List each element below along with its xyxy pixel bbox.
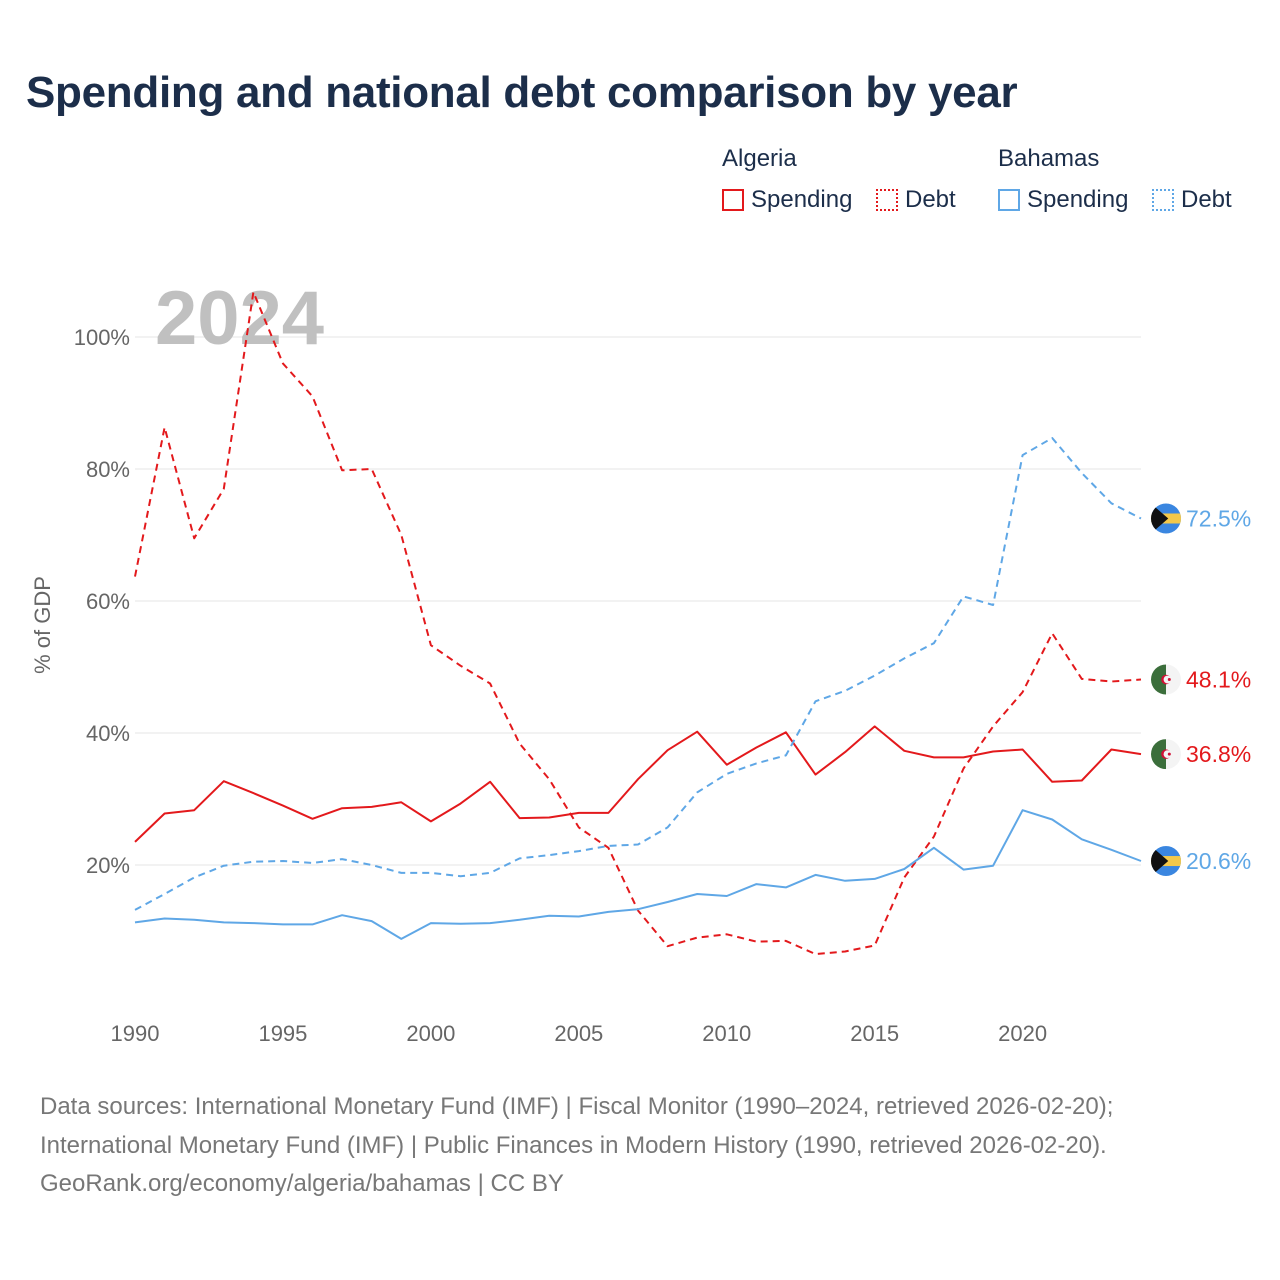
- x-tick-label: 2005: [554, 1021, 603, 1046]
- flag-body: [1151, 664, 1181, 695]
- x-tick-label: 2010: [702, 1021, 751, 1046]
- y-axis-title: % of GDP: [30, 576, 55, 674]
- algeria-flag-icon: [1151, 664, 1181, 695]
- footer: Data sources: International Monetary Fun…: [40, 1088, 1113, 1204]
- x-tick-label: 1990: [111, 1021, 160, 1046]
- solid-line-swatch-icon: [998, 189, 1020, 211]
- bahamas-flag-icon: [1151, 846, 1181, 877]
- legend-algeria-debt-label: Debt: [905, 186, 956, 213]
- y-tick-label: 60%: [86, 589, 130, 614]
- flag-body: [1151, 503, 1181, 534]
- end-label-bahamas-debt: 72.5%: [1186, 506, 1251, 532]
- year-watermark: 2024: [155, 276, 324, 361]
- y-tick-label: 100%: [74, 325, 130, 350]
- algeria-flag-icon: [1151, 739, 1181, 770]
- dotted-line-swatch-icon: [876, 189, 898, 211]
- flag-white-half: [1166, 664, 1181, 695]
- flag-star: [1167, 752, 1171, 756]
- chart-title: Spending and national debt comparison by…: [26, 68, 1018, 117]
- legend-bahamas-spending-label: Spending: [1027, 186, 1129, 213]
- legend-bahamas-title: Bahamas: [998, 145, 1100, 172]
- legend-bahamas-debt[interactable]: Debt: [1152, 186, 1232, 214]
- legend-algeria-debt[interactable]: Debt: [876, 186, 956, 214]
- flag-star: [1167, 678, 1171, 682]
- flag-crescent-cut: [1163, 675, 1172, 684]
- solid-line-swatch-icon: [722, 189, 744, 211]
- flag-green-half: [1151, 664, 1166, 695]
- legend-bahamas-debt-label: Debt: [1181, 186, 1232, 213]
- flag-black-triangle: [1151, 503, 1169, 534]
- y-tick-label: 20%: [86, 853, 130, 878]
- x-tick-label: 1995: [258, 1021, 307, 1046]
- flag-body: [1151, 739, 1181, 770]
- x-tick-label: 2000: [406, 1021, 455, 1046]
- flag-white-half: [1166, 739, 1181, 770]
- x-tick-label: 2020: [998, 1021, 1047, 1046]
- legend-bahamas-spending[interactable]: Spending: [998, 186, 1128, 214]
- y-tick-label: 80%: [86, 457, 130, 482]
- footer-source-line-2: International Monetary Fund (IMF) | Publ…: [40, 1131, 1107, 1159]
- legend-algeria-title: Algeria: [722, 145, 797, 172]
- end-label-algeria-spending: 36.8%: [1186, 741, 1251, 767]
- flag-body: [1151, 846, 1181, 877]
- series-line-bahamas-spending: [134, 809, 1142, 940]
- flag-crescent-cut: [1163, 750, 1172, 759]
- dotted-line-swatch-icon: [1152, 189, 1174, 211]
- series-line-bahamas-debt: [134, 437, 1142, 911]
- flag-green-half: [1151, 739, 1166, 770]
- legend-algeria-spending-label: Spending: [751, 186, 853, 213]
- legend-algeria-spending[interactable]: Spending: [722, 186, 852, 214]
- x-tick-label: 2015: [850, 1021, 899, 1046]
- series-line-algeria-spending: [134, 725, 1142, 843]
- end-label-algeria-debt: 48.1%: [1186, 667, 1251, 693]
- footer-source-line-1: Data sources: International Monetary Fun…: [40, 1093, 1114, 1120]
- series-line-algeria-debt: [134, 291, 1142, 956]
- flag-black-triangle: [1151, 846, 1169, 877]
- y-tick-label: 40%: [86, 721, 130, 746]
- bahamas-flag-icon: [1151, 503, 1181, 534]
- footer-attribution[interactable]: GeoRank.org/economy/algeria/bahamas | CC…: [40, 1170, 564, 1197]
- end-label-bahamas-spending: 20.6%: [1186, 848, 1251, 874]
